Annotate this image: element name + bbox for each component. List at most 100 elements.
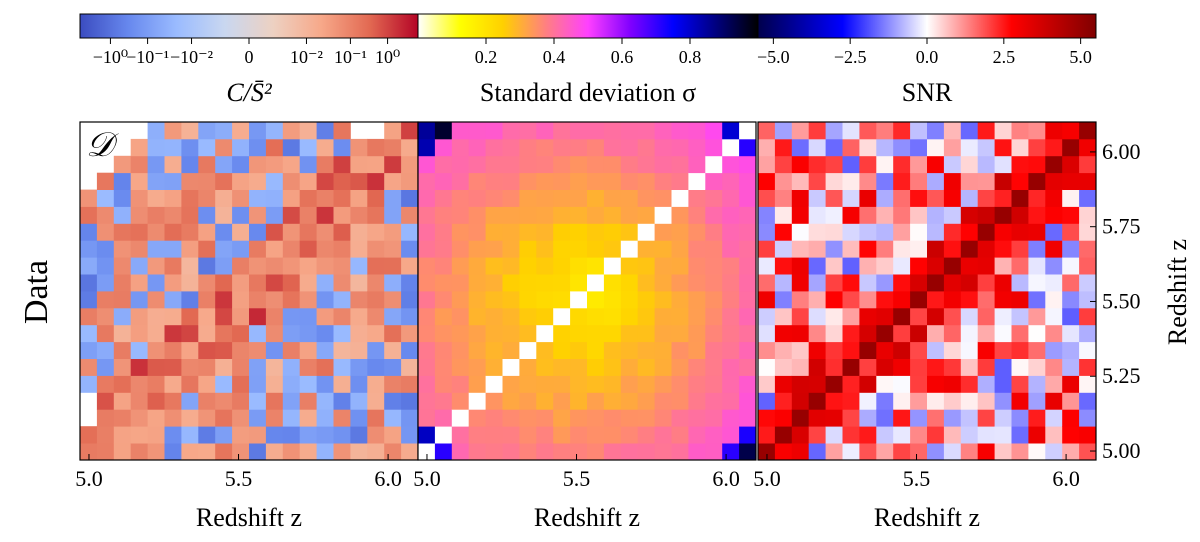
heatmap-cell [910, 426, 928, 444]
heatmap-cell [758, 358, 776, 376]
heatmap-cell [960, 189, 979, 207]
heatmap-cell [181, 426, 199, 444]
heatmap-cell [519, 375, 537, 393]
heatmap-cell [910, 122, 928, 140]
heatmap-cell [485, 341, 503, 359]
heatmap-cell [960, 138, 979, 157]
heatmap-cell [249, 409, 267, 427]
heatmap-cell [774, 443, 793, 461]
heatmap-cell [418, 122, 436, 140]
heatmap-cell [893, 122, 911, 140]
heatmap-cell [1062, 358, 1080, 376]
heatmap-cell [774, 392, 793, 410]
heatmap-cell [113, 189, 132, 207]
heatmap-cell [1079, 240, 1097, 258]
heatmap-cell [519, 223, 537, 241]
heatmap-cell [876, 122, 894, 140]
heatmap-cell [960, 409, 979, 427]
heatmap-cell [451, 409, 470, 427]
heatmap-cell [637, 206, 655, 224]
heatmap-cell [876, 189, 894, 207]
heatmap-cell [739, 189, 757, 207]
heatmap-cell [299, 358, 317, 376]
heatmap-cell [401, 426, 419, 444]
heatmap-cell [1079, 138, 1097, 157]
heatmap-cell [333, 358, 351, 376]
heatmap-cell [418, 443, 436, 461]
heatmap-cell [147, 206, 165, 224]
heatmap-cell [316, 307, 334, 326]
colorbar-ratio-fill [79, 13, 419, 39]
colorbar-snr-label: SNR [902, 78, 953, 107]
heatmap-cell [215, 257, 233, 275]
heatmap-cell [927, 122, 945, 140]
heatmap-cell [587, 172, 605, 190]
heatmap-cell [299, 138, 317, 157]
heatmap-cell [299, 409, 317, 427]
heatmap-cell [468, 307, 486, 326]
heatmap-cell [181, 341, 199, 359]
heatmap-cell [485, 240, 503, 258]
heatmap-cell [130, 409, 148, 427]
heatmap-cell [688, 257, 706, 275]
colorbar-tick-label: −5.0 [757, 47, 790, 67]
heatmap-cell [1045, 122, 1063, 140]
heatmap-cell [181, 291, 199, 309]
heatmap-cell [147, 155, 165, 174]
heatmap-cell [418, 341, 436, 359]
heatmap-cell [384, 358, 402, 376]
heatmap-cell [977, 122, 995, 140]
heatmap-cell [468, 274, 486, 292]
heatmap-cell [637, 172, 655, 190]
heatmap-cell [147, 443, 165, 461]
heatmap-cell [994, 138, 1012, 157]
heatmap-cell [893, 307, 911, 326]
heatmap-cell [758, 324, 776, 343]
heatmap-cell [1028, 307, 1046, 326]
heatmap-cell [1045, 206, 1063, 224]
heatmap-cell [418, 172, 436, 190]
heatmap-cell [113, 172, 132, 190]
heatmap-cell [603, 274, 622, 292]
heatmap-cell [367, 172, 385, 190]
heatmap-cell [960, 307, 979, 326]
heatmap-cell [876, 291, 894, 309]
heatmap-cell [893, 358, 911, 376]
heatmap-cell [418, 375, 436, 393]
heatmap-cell [384, 274, 402, 292]
heatmap-cell [1062, 392, 1080, 410]
heatmap-cell [96, 375, 115, 393]
heatmap-cell [384, 223, 402, 241]
heatmap-cell [485, 324, 503, 343]
heatmap-cell [876, 274, 894, 292]
colorbar-tick-label: 0.2 [475, 47, 498, 67]
heatmap-cell [96, 341, 115, 359]
heatmap-cell [977, 274, 995, 292]
heatmap-cell [265, 307, 284, 326]
heatmap-cell [350, 155, 368, 174]
heatmap-cell [842, 257, 860, 275]
heatmap-cell [519, 257, 537, 275]
colorbar-tick-label: 0.0 [916, 47, 939, 67]
heatmap-cell [739, 341, 757, 359]
heatmap-cell [299, 341, 317, 359]
heatmap-cell [418, 138, 436, 157]
heatmap-cell [893, 324, 911, 343]
heatmap-cell [994, 206, 1012, 224]
heatmap-cell [1028, 122, 1046, 140]
heatmap-cell [232, 375, 250, 393]
heatmap-cell [113, 307, 132, 326]
heatmap-cell [80, 443, 98, 461]
heatmap-cell [587, 324, 605, 343]
heatmap-cell [943, 257, 962, 275]
heatmap-cell [249, 138, 267, 157]
heatmap-cell [688, 358, 706, 376]
heatmap-cell [451, 375, 470, 393]
panel-frame [417, 121, 757, 461]
heatmap-cell [553, 307, 571, 326]
heatmap-cell [758, 291, 776, 309]
heatmap-cell [774, 341, 793, 359]
heatmap-cell [553, 409, 571, 427]
heatmap-cell [808, 189, 826, 207]
